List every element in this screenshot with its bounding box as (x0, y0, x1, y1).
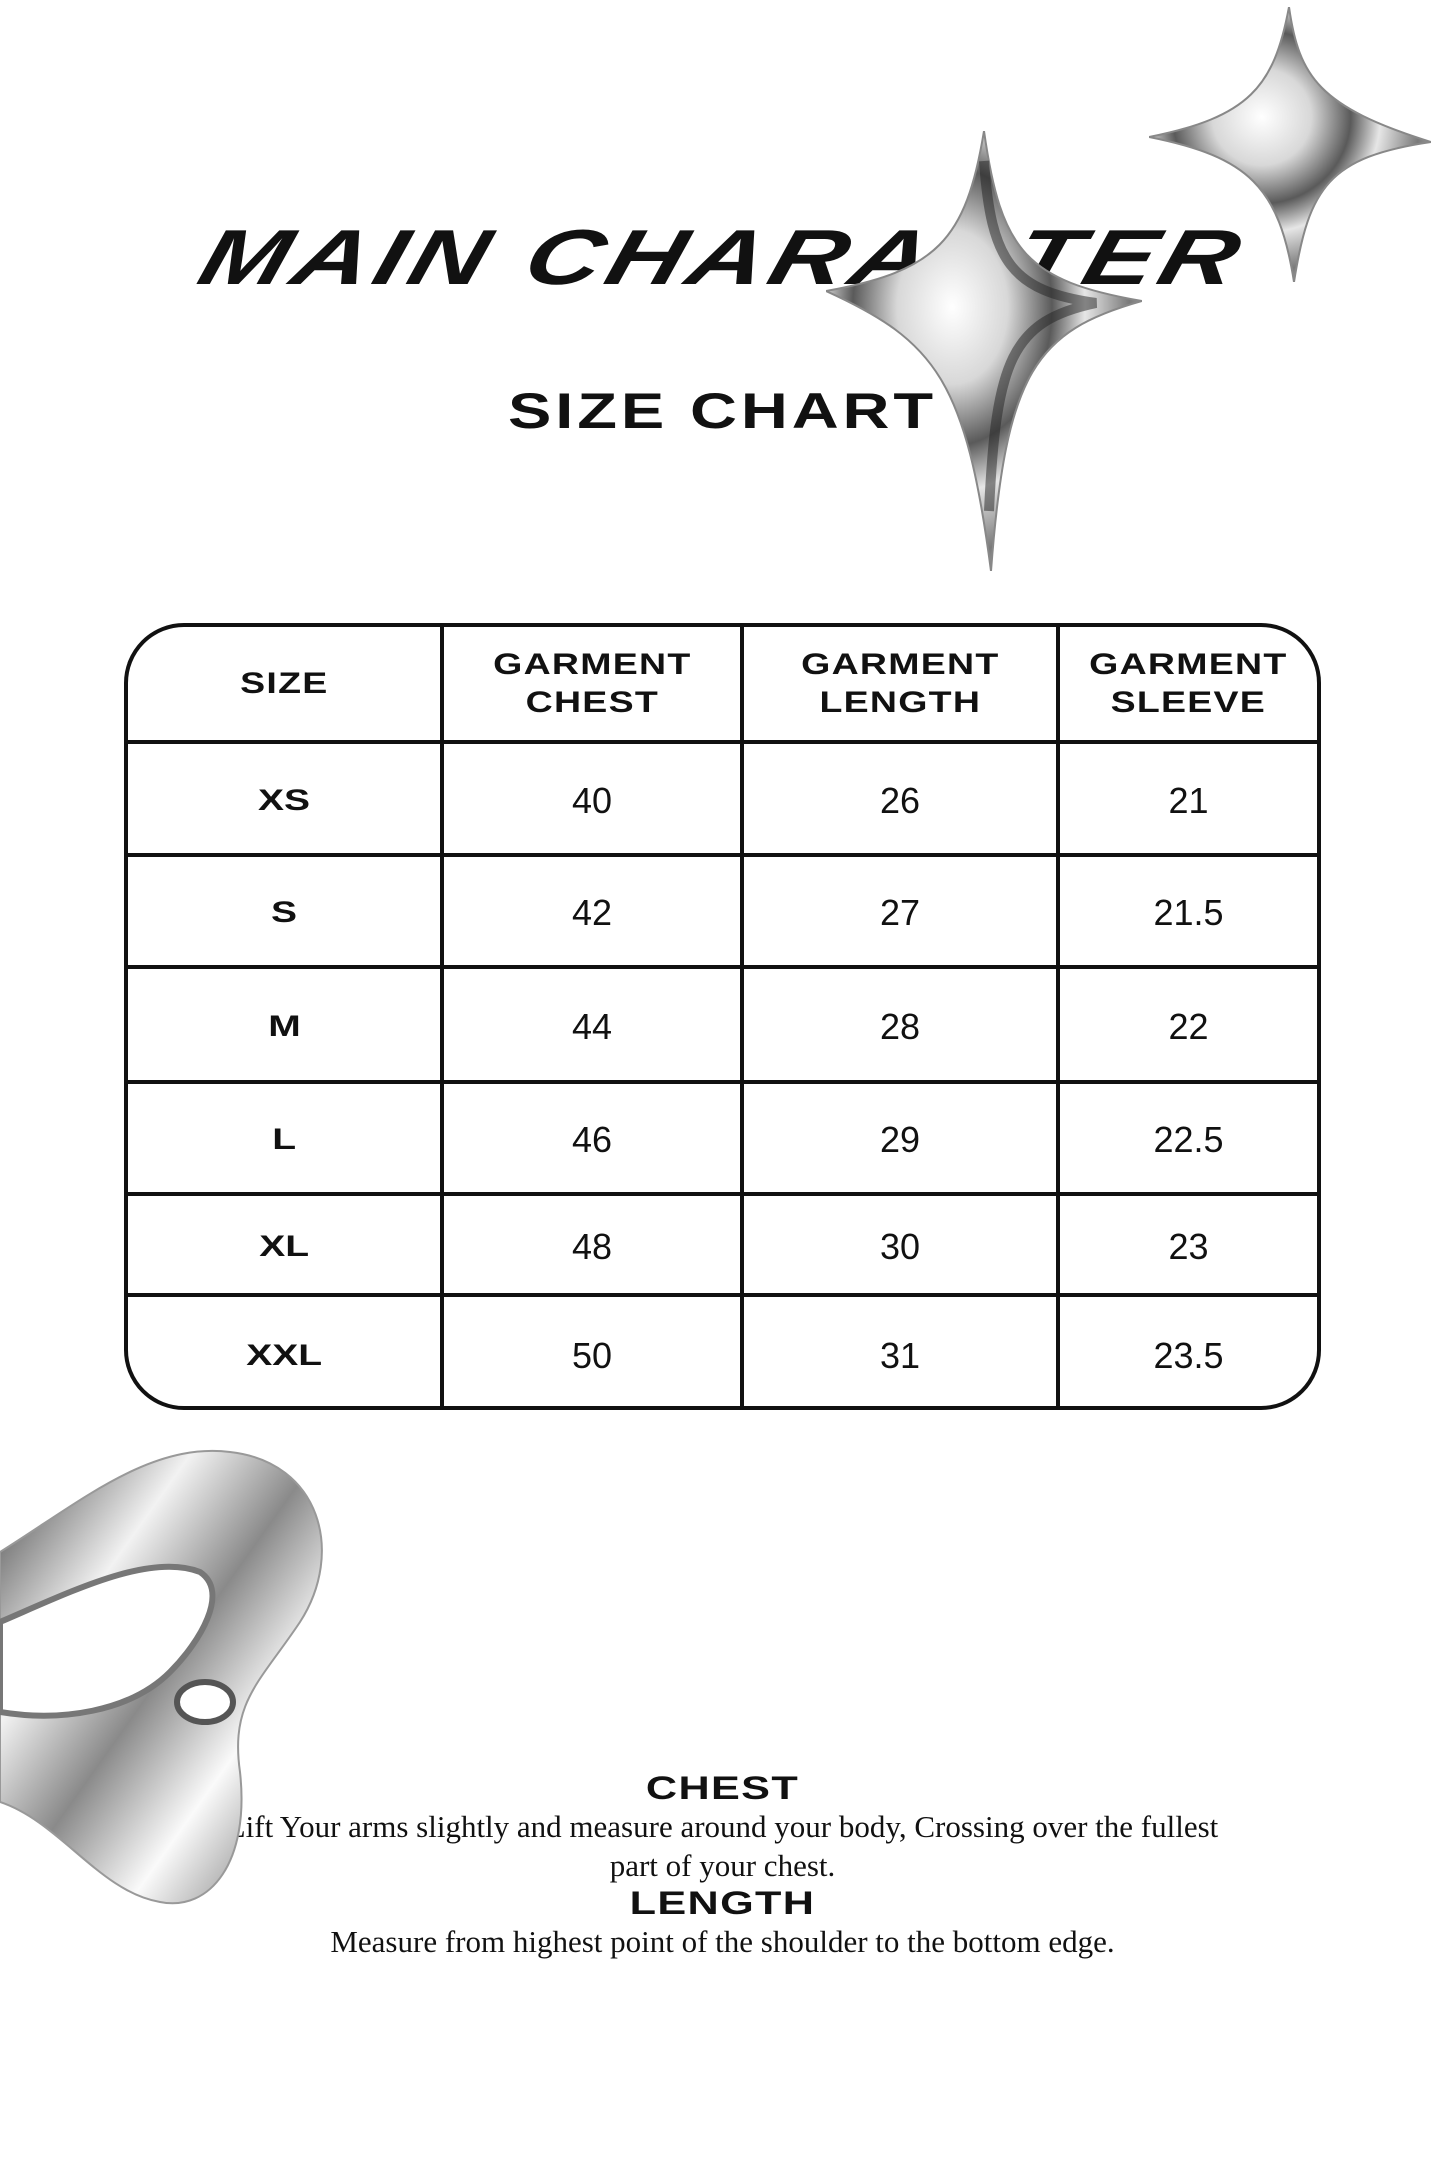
table-row: L 46 29 22.5 (128, 1080, 1317, 1196)
sleeve-cell: 23 (1168, 1225, 1209, 1267)
header-garment-length: GARMENT LENGTH (744, 627, 1060, 740)
sleeve-cell: 21.5 (1153, 892, 1224, 933)
table-row: S 42 27 21.5 (128, 853, 1317, 969)
table-row: XXL 50 31 23.5 (128, 1293, 1317, 1406)
table-row: XS 40 26 21 (128, 740, 1317, 857)
table-header-row: SIZE GARMENT CHEST GARMENT LENGTH GARMENT S… (128, 627, 1317, 740)
measurement-notes: CHEST Lift Your arms slightly and measur… (0, 1770, 1445, 1961)
size-cell: L (272, 1123, 296, 1156)
chest-cell: 42 (571, 892, 613, 933)
header-garment-sleeve: GARMENT SLEEVE (1060, 627, 1317, 740)
chest-cell: 50 (571, 1334, 613, 1376)
header-label: SIZE (239, 666, 329, 700)
chrome-star-large-icon (826, 131, 1142, 571)
size-chart-table: SIZE GARMENT CHEST GARMENT LENGTH GARMENT S… (124, 623, 1321, 1410)
size-cell: S (270, 896, 298, 929)
size-cell: XL (259, 1229, 309, 1263)
chest-cell: 40 (571, 779, 613, 821)
length-cell: 29 (879, 1119, 921, 1160)
chest-cell: 48 (571, 1225, 613, 1267)
header-label: SLEEVE (1110, 685, 1267, 719)
sleeve-cell: 23.5 (1153, 1334, 1224, 1376)
header-label: GARMENT (492, 647, 692, 681)
chest-cell: 44 (571, 1005, 613, 1047)
chrome-blob-icon (0, 1449, 323, 1905)
page-title: SIZE CHART (508, 383, 938, 439)
size-cell: XS (257, 783, 311, 817)
length-cell: 28 (879, 1005, 921, 1047)
chest-heading: CHEST (645, 1770, 800, 1806)
header-size: SIZE (128, 627, 444, 740)
chest-cell: 46 (571, 1119, 613, 1160)
length-heading: LENGTH (629, 1885, 816, 1921)
header-label: CHEST (525, 685, 659, 719)
header-label: LENGTH (819, 685, 981, 719)
header-garment-chest: GARMENT CHEST (444, 627, 744, 740)
length-cell: 30 (879, 1225, 921, 1267)
chest-instruction-line: part of your chest. (609, 1848, 836, 1883)
length-instruction: Measure from highest point of the should… (330, 1924, 1115, 1959)
sleeve-cell: 22.5 (1153, 1119, 1224, 1160)
header-label: GARMENT (800, 647, 1000, 681)
table-row: XL 48 30 23 (128, 1192, 1317, 1297)
length-cell: 31 (879, 1334, 921, 1376)
size-cell: M (267, 1009, 301, 1043)
table-row: M 44 28 22 (128, 965, 1317, 1084)
chrome-star-small-icon (1149, 7, 1431, 282)
sleeve-cell: 21 (1168, 779, 1209, 821)
header-label: GARMENT (1089, 647, 1288, 681)
sleeve-cell: 22 (1168, 1005, 1209, 1047)
size-cell: XXL (246, 1338, 322, 1372)
length-cell: 27 (879, 892, 921, 933)
chest-instruction-line: Lift Your arms slightly and measure arou… (226, 1809, 1219, 1844)
length-cell: 26 (879, 779, 921, 821)
